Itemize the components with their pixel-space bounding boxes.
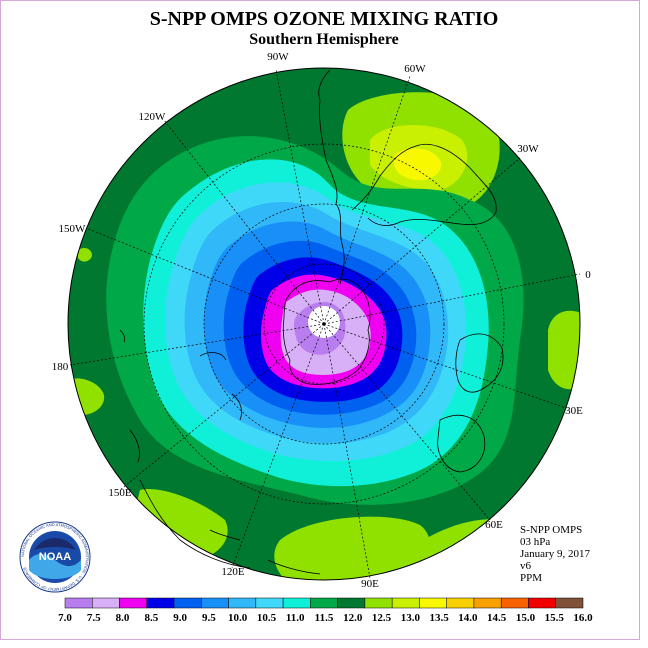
graticule [69,69,581,579]
map-subtitle: Southern Hemisphere [249,31,399,48]
colorbar-swatch [391,597,420,609]
lon-label-90w: 90W [267,51,289,63]
colorbar-swatch [64,597,93,609]
colorbar-tick-label: 7.0 [58,612,72,624]
colorbar-tick-label: 8.5 [144,612,158,624]
colorbar-swatch [364,597,393,609]
lon-label-150w: 150W [59,223,87,235]
colorbar-tick-label: 14.5 [487,612,507,624]
colorbar-swatch [201,597,229,609]
colorbar-swatch [255,597,284,609]
map-border [67,67,581,581]
high-patch-east [548,310,580,390]
colorbar-tick-label: 14.0 [458,612,478,624]
lon-label-150e: 150E [108,487,132,499]
colorbar-tick-label: 15.5 [545,612,565,624]
lon-label-180: 180 [52,361,69,373]
colorbar-tick-label: 9.0 [173,612,187,624]
info-units: PPM [520,572,543,584]
colorbar-swatch [528,597,556,609]
lon-label-60w: 60W [404,63,426,75]
info-instrument: S-NPP OMPS [520,524,583,536]
noaa-logo-text: NOAA [39,551,71,563]
colorbar-swatch [92,597,120,609]
colorbar-tick-label: 12.0 [343,612,363,624]
colorbar-swatch [146,597,175,609]
colorbar-tick-label: 8.0 [116,612,130,624]
colorbar-tick-label: 13.5 [429,612,449,624]
colorbar-swatch [173,597,202,609]
longitude-labels: 90W 60W 30W 0 30E 60E 90E 120E 150E 180 … [52,51,592,590]
colorbar-tick-label: 11.5 [315,612,334,624]
colorbar-swatch [119,597,148,609]
colorbar-swatch [282,597,311,609]
lon-label-30e: 30E [565,405,583,417]
info-version: v6 [520,560,531,572]
lon-label-30w: 30W [517,143,539,155]
colorbar-tick-label: 10.5 [257,612,277,624]
high-patch-west-small [78,248,92,262]
noaa-logo: NOAA NATIONAL OCEANIC AND ATMOSPHERIC AD… [19,521,91,593]
colorbar-tick-label: 7.5 [87,612,101,624]
colorbar-swatch [419,597,447,609]
lon-label-120w: 120W [139,111,167,123]
lon-label-60e: 60E [485,519,503,531]
info-level: 03 hPa [520,536,551,548]
map-title: S-NPP OMPS OZONE MIXING RATIO [149,8,499,30]
colorbar-tick-label: 13.0 [401,612,421,624]
colorbar-swatch [446,597,475,609]
colorbar-swatch [337,597,366,609]
ozone-field [68,68,580,580]
colorbar-swatch [555,597,584,609]
colorbar: 7.0 7.5 8.0 8.5 9.0 9.5 10.0 10.5 11.0 11.5 12.0 12… [58,597,593,624]
lon-label-90e: 90E [361,578,379,590]
lon-label-0: 0 [585,269,591,281]
colorbar-tick-label: 15.0 [516,612,536,624]
colorbar-tick-label: 10.0 [228,612,248,624]
no-data-pole [308,306,340,338]
colorbar-tick-label: 11.0 [286,612,305,624]
high-patch-inner-13-5 [393,148,442,181]
colorbar-tick-label: 16.0 [573,612,593,624]
lon-label-120e: 120E [221,566,245,578]
colorbar-swatch [228,597,257,609]
colorbar-swatch [500,597,529,609]
info-date: January 9, 2017 [520,548,590,560]
colorbar-swatch [473,597,502,609]
colorbar-swatch [310,597,338,609]
colorbar-tick-label: 12.5 [372,612,392,624]
page-frame [0,0,640,640]
info-block: S-NPP OMPS 03 hPa January 9, 2017 v6 PPM [520,524,590,584]
colorbar-tick-label: 9.5 [202,612,216,624]
